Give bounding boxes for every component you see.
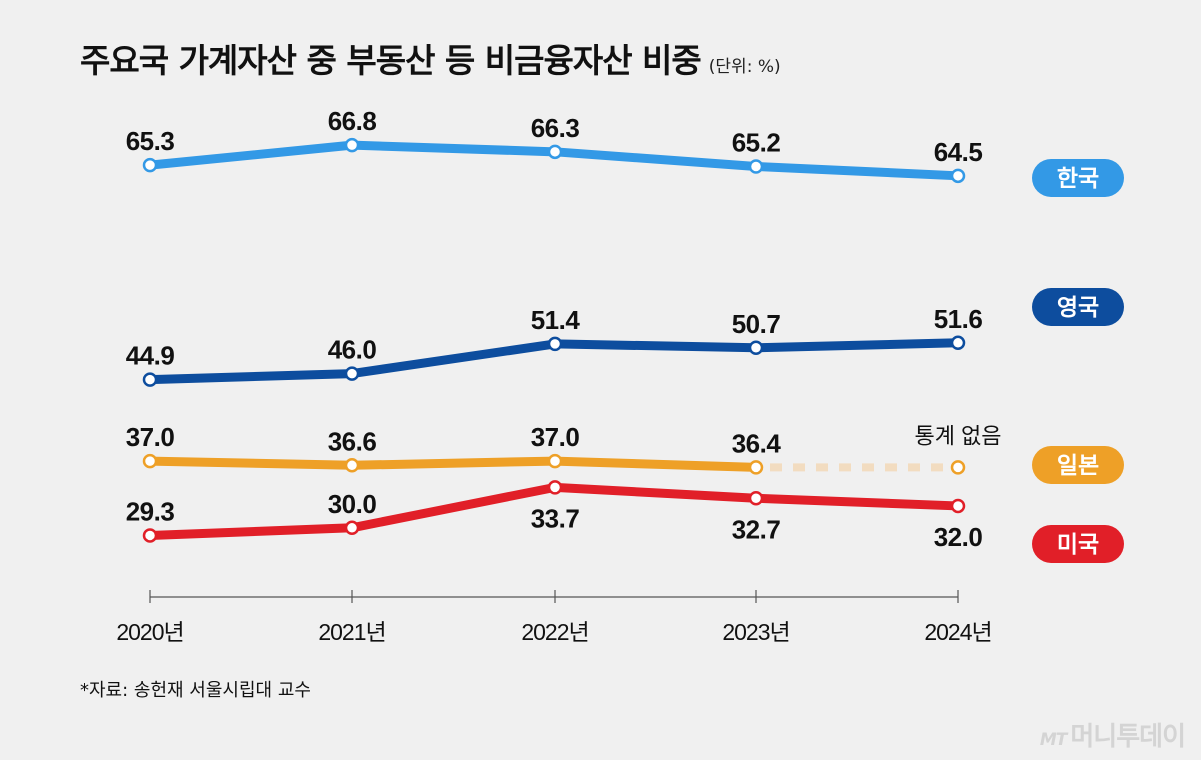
chart-title-text: 주요국 가계자산 중 부동산 등 비금융자산 비중 (80, 41, 702, 80)
data-label: 36.4 (732, 428, 782, 458)
x-tick-label: 2022년 (521, 619, 588, 645)
chart-title: 주요국 가계자산 중 부동산 등 비금융자산 비중 (단위: %) (80, 34, 781, 82)
data-point (344, 137, 360, 153)
no-data-label: 통계 없음 (914, 423, 1001, 448)
legend-swatch (1032, 159, 1124, 197)
legend-swatch (1032, 525, 1124, 563)
data-point (547, 144, 563, 160)
legend-label: 미국 (1057, 531, 1099, 557)
data-label: 29.3 (126, 496, 175, 526)
data-label: 46.0 (328, 335, 377, 365)
data-point (748, 159, 764, 174)
data-label: 30.0 (328, 489, 377, 519)
x-tick-label: 2020년 (116, 619, 183, 645)
legend-label: 영국 (1057, 294, 1099, 320)
legend-swatch (1032, 288, 1124, 326)
data-label: 65.3 (126, 126, 175, 156)
data-label: 66.3 (531, 113, 580, 143)
legend-item: 미국 (1032, 525, 1124, 563)
data-point (950, 335, 966, 351)
data-point (547, 336, 563, 352)
data-point (547, 480, 563, 495)
series-1: 44.9 46.0 51.4 50.7 51.6 (126, 304, 983, 387)
data-point (142, 453, 158, 469)
data-label: 64.5 (934, 137, 983, 167)
data-point (950, 498, 966, 514)
data-label: 50.7 (732, 309, 781, 339)
data-label: 44.9 (126, 341, 175, 371)
unit-label: (단위: %) (708, 57, 781, 77)
data-point (344, 366, 360, 381)
data-label: 66.8 (328, 106, 377, 136)
no-data-marker (950, 460, 966, 475)
data-point (547, 453, 563, 469)
data-point (950, 168, 966, 184)
legend-label: 한국 (1057, 165, 1099, 191)
data-point (748, 340, 764, 355)
data-label: 32.0 (934, 522, 983, 552)
data-point (344, 458, 360, 473)
data-point (142, 157, 158, 173)
data-label: 36.6 (328, 426, 377, 456)
watermark-logo: MT (1039, 730, 1067, 750)
series-line (145, 456, 761, 472)
data-label: 32.7 (732, 514, 781, 544)
x-tick-label: 2024년 (924, 619, 991, 645)
series-0: 65.3 66.8 66.3 65.2 64.5 (126, 106, 983, 184)
data-label: 33.7 (531, 503, 580, 533)
watermark: MT 머니투데이 (1039, 716, 1186, 753)
watermark-text: 머니투데이 (1070, 722, 1186, 752)
legend-item: 영국 (1032, 288, 1124, 326)
data-label: 37.0 (126, 422, 175, 452)
legend-swatch (1032, 446, 1124, 484)
data-label: 65.2 (732, 127, 781, 157)
data-label: 51.4 (531, 305, 581, 335)
data-point (344, 520, 360, 536)
legend-label: 일본 (1057, 452, 1099, 478)
data-point (142, 528, 158, 543)
x-tick-label: 2023년 (722, 619, 789, 645)
data-point (748, 491, 764, 506)
legend-item: 일본 (1032, 446, 1124, 484)
x-tick-label: 2021년 (318, 619, 385, 645)
data-point (142, 372, 158, 387)
data-label: 37.0 (531, 422, 580, 452)
series-2: 통계 없음 37.0 36.6 37.0 36.4 (126, 422, 1002, 475)
data-point (748, 460, 764, 475)
legend-item: 한국 (1032, 159, 1124, 197)
series-3: 29.3 30.0 33.7 32.7 32.0 (126, 480, 983, 552)
source-note: *자료: 송헌재 서울시립대 교수 (80, 680, 311, 701)
data-label: 51.6 (934, 304, 983, 334)
